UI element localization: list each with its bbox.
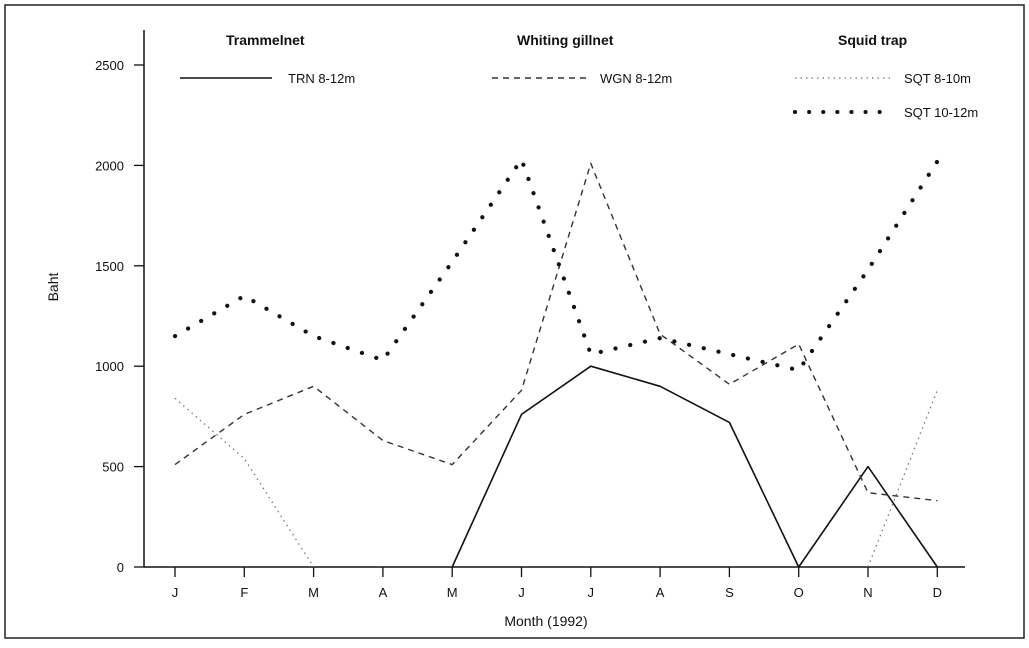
legend-group-title-trammelnet: Trammelnet xyxy=(226,32,305,48)
series-sqt-8-10m xyxy=(175,390,937,567)
x-tick-label: A xyxy=(379,585,388,600)
x-tick-label: J xyxy=(172,585,179,600)
y-tick-label: 0 xyxy=(117,560,124,575)
y-tick-label: 500 xyxy=(102,460,124,475)
series-wgn-8-12m xyxy=(175,163,937,500)
legend-group-title-squid-trap: Squid trap xyxy=(838,32,907,48)
series-line xyxy=(175,159,937,370)
y-axis-ticks: 0 500 1000 1500 2000 2500 xyxy=(95,58,144,575)
x-tick-label: M xyxy=(447,585,458,600)
x-tick-label: D xyxy=(933,585,942,600)
y-tick-label: 1000 xyxy=(95,359,124,374)
series-trn-8-12m xyxy=(452,366,937,567)
legend-label-wgn: WGN 8-12m xyxy=(600,71,672,86)
x-tick-label: J xyxy=(588,585,595,600)
y-tick-label: 2500 xyxy=(95,58,124,73)
series-layer xyxy=(175,159,937,567)
y-tick-label: 1500 xyxy=(95,259,124,274)
x-tick-label: N xyxy=(863,585,872,600)
x-tick-label: S xyxy=(725,585,734,600)
legend-group-title-whiting-gillnet: Whiting gillnet xyxy=(517,32,614,48)
y-axis-title: Baht xyxy=(45,272,61,301)
x-tick-label: O xyxy=(794,585,804,600)
legend-label-trn: TRN 8-12m xyxy=(288,71,355,86)
x-tick-label: M xyxy=(308,585,319,600)
x-tick-label: J xyxy=(518,585,525,600)
series-line xyxy=(175,163,937,500)
legend-label-sqt-8-10: SQT 8-10m xyxy=(904,71,971,86)
y-tick-label: 2000 xyxy=(95,158,124,173)
series-line xyxy=(452,366,937,567)
x-tick-label: F xyxy=(240,585,248,600)
series-line xyxy=(175,398,314,567)
x-axis-title: Month (1992) xyxy=(504,613,587,629)
x-tick-label: A xyxy=(656,585,665,600)
legend-label-sqt-10-12: SQT 10-12m xyxy=(904,105,978,120)
series-line xyxy=(868,390,937,567)
figure-border xyxy=(5,5,1024,638)
series-sqt-10-12m xyxy=(175,159,937,370)
